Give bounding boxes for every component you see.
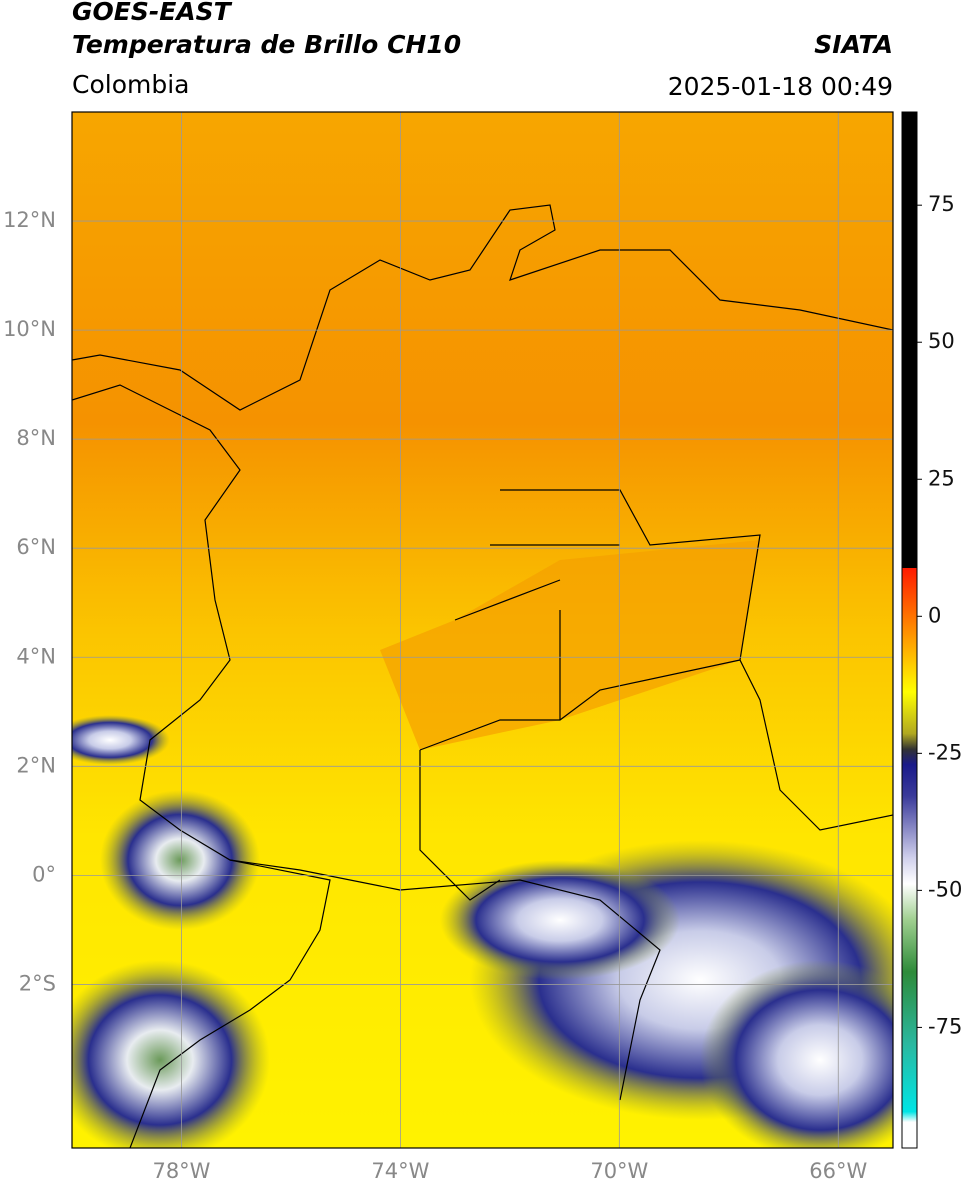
y-tick-label: 8°N bbox=[16, 426, 56, 450]
x-tick-label: 74°W bbox=[371, 1159, 429, 1183]
y-tick-label: 2°S bbox=[19, 971, 56, 995]
map-image bbox=[72, 112, 893, 1148]
y-tick-label: 2°N bbox=[16, 753, 56, 777]
colorbar-tick-label: -75 bbox=[928, 1014, 962, 1038]
source: SIATA bbox=[814, 30, 893, 59]
colorbar-tick-label: -50 bbox=[928, 877, 962, 901]
x-tick-label: 70°W bbox=[590, 1159, 648, 1183]
datetime: 2025-01-18 00:49 bbox=[668, 72, 893, 101]
x-tick-label: 66°W bbox=[809, 1159, 867, 1183]
colorbar-tick-label: 25 bbox=[928, 466, 955, 490]
map-frame bbox=[71, 111, 894, 1149]
colorbar-tick-label: 50 bbox=[928, 329, 955, 353]
y-tick-label: 10°N bbox=[3, 317, 56, 341]
y-tick-label: 12°N bbox=[3, 208, 56, 232]
colorbar-tick-label: 75 bbox=[928, 192, 955, 216]
x-tick-label: 78°W bbox=[152, 1159, 210, 1183]
colorbar-tick-label: -25 bbox=[928, 740, 962, 764]
colorbar bbox=[901, 111, 918, 1149]
title: GOES-EAST bbox=[72, 0, 233, 26]
region: Colombia bbox=[72, 70, 189, 99]
colorbar-tick-label: 0 bbox=[928, 603, 941, 627]
y-tick-label: 0° bbox=[32, 862, 56, 886]
y-tick-label: 6°N bbox=[16, 535, 56, 559]
subtitle: Temperatura de Brillo CH10 bbox=[72, 30, 461, 59]
y-tick-label: 4°N bbox=[16, 644, 56, 668]
